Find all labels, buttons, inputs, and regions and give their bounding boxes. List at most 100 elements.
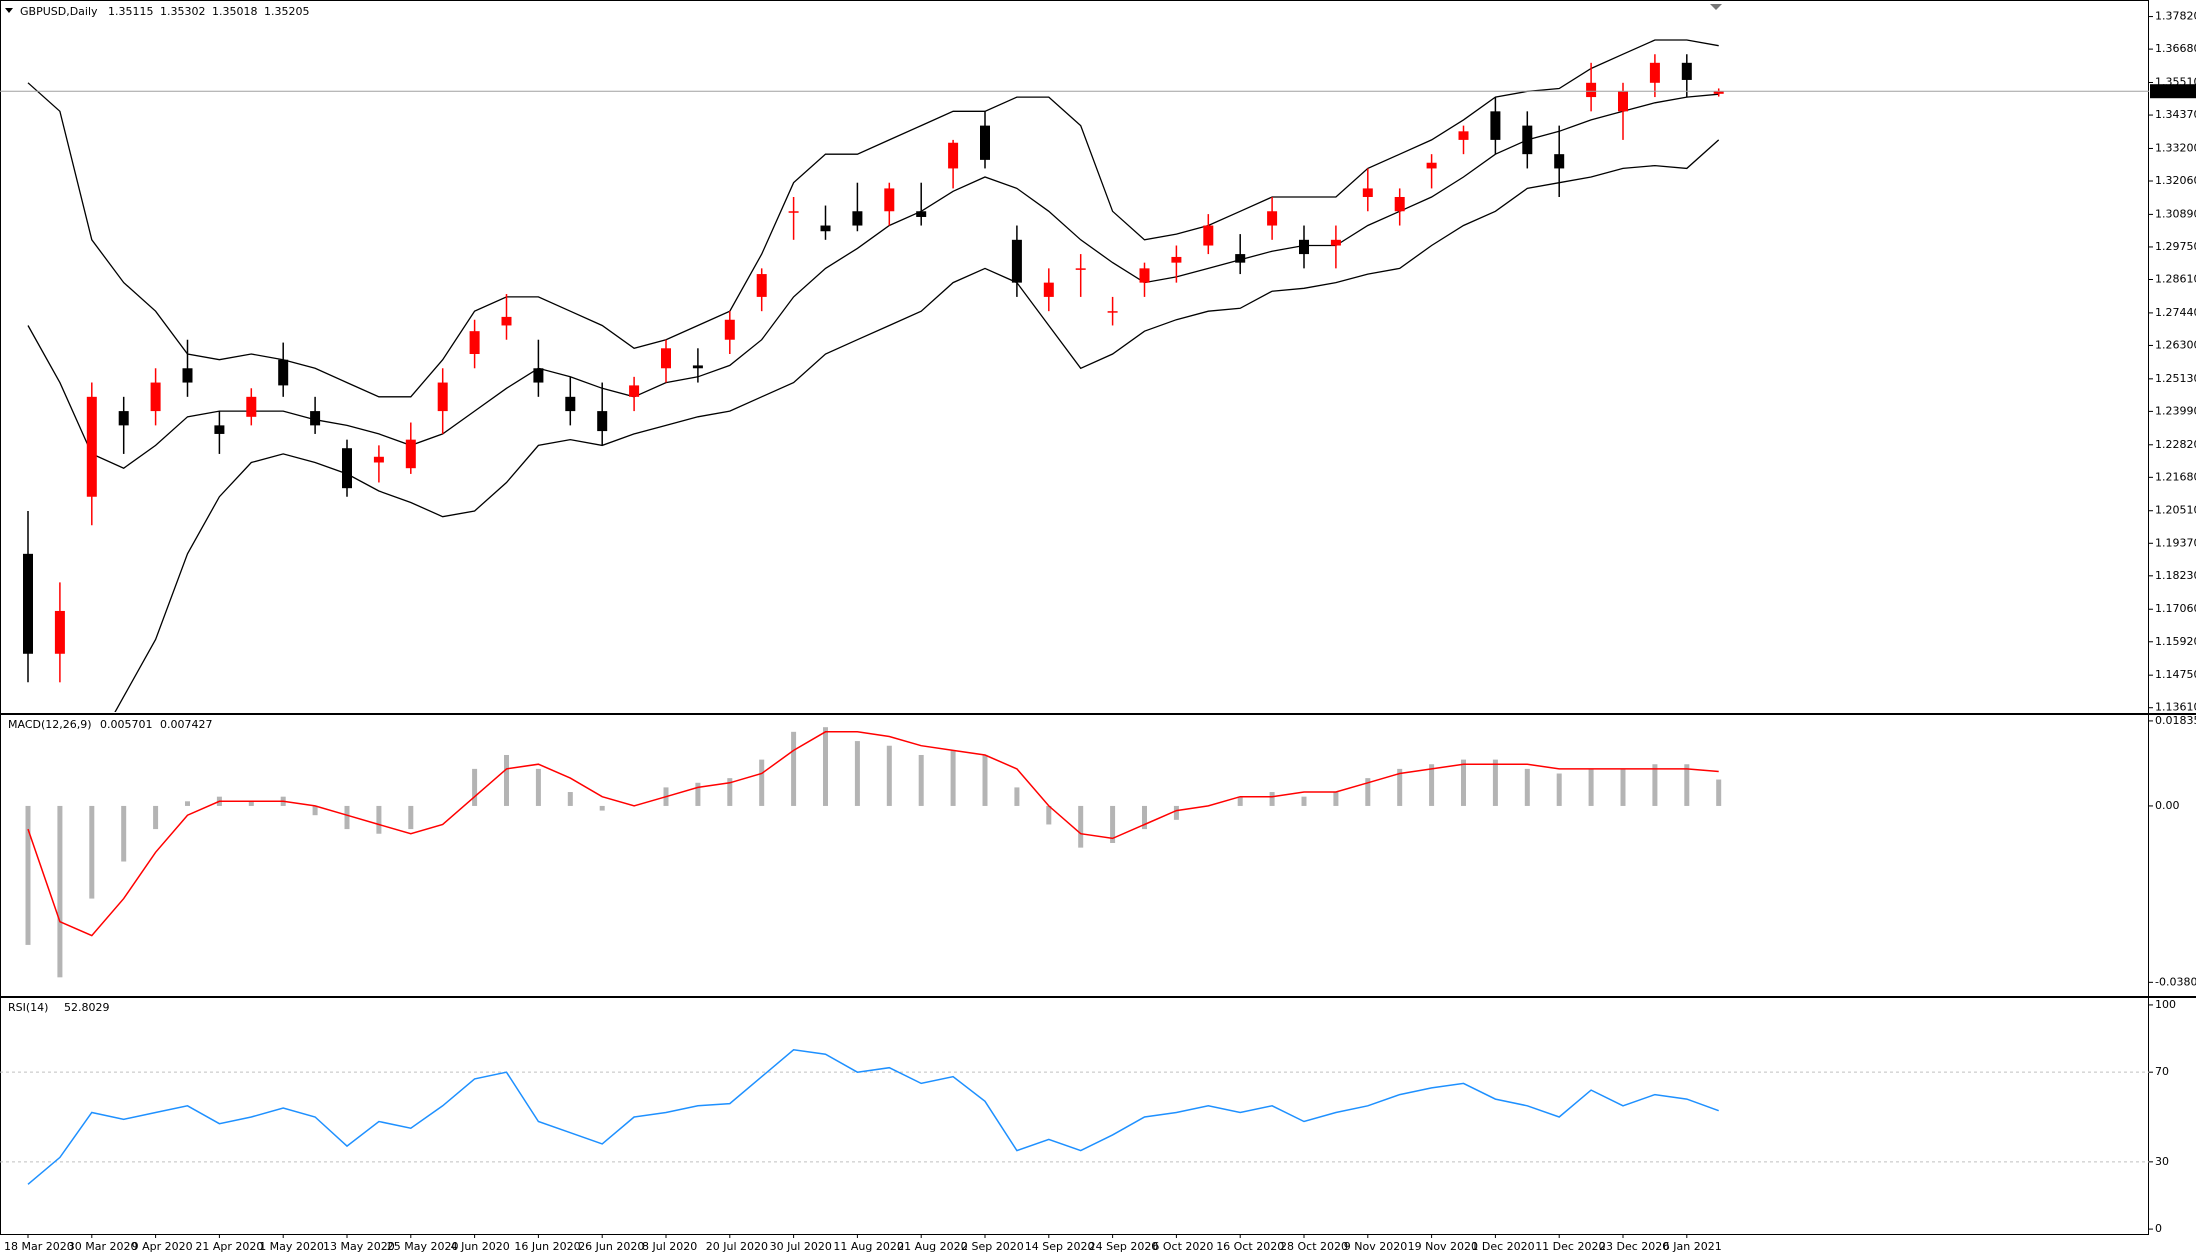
y-tick-label: 1.23990 [2155, 404, 2196, 417]
y-tick-label: 1.27440 [2155, 306, 2196, 319]
macd-bar [950, 750, 956, 806]
y-tick-label: 1.25130 [2155, 372, 2196, 385]
macd-bar [695, 782, 701, 806]
macd-value: 0.005701 [100, 718, 153, 731]
macd-bar [823, 727, 828, 806]
x-tick-label: 13 May 2020 [323, 1240, 395, 1253]
macd-bar [1173, 805, 1179, 820]
high-value: 1.35302 [160, 5, 206, 18]
candle-body [310, 411, 321, 426]
candle-body [724, 319, 735, 340]
macd-bar [759, 759, 765, 806]
candle-body [23, 553, 33, 654]
close-value: 1.35205 [264, 5, 310, 18]
macd-bar [1333, 792, 1339, 806]
candle-body [1713, 91, 1724, 94]
macd-bar [1269, 792, 1275, 806]
y-tick-label: 1.22820 [2155, 438, 2196, 451]
y-tick-label: 1.33200 [2155, 141, 2196, 154]
x-tick-label: 6 Oct 2020 [1152, 1240, 1213, 1253]
candle-body [661, 348, 671, 369]
macd-bar [1237, 796, 1243, 806]
macd-bar [1588, 768, 1594, 806]
candle-body [405, 439, 416, 469]
candle-body [54, 610, 65, 654]
symbol-title: GBPUSD,Daily [20, 5, 98, 18]
candle-body [150, 382, 161, 412]
x-tick-label: 9 Nov 2020 [1344, 1240, 1407, 1253]
macd-bar [153, 805, 159, 830]
candle-body [1330, 239, 1341, 246]
signal-line [27, 731, 1719, 937]
candle-body [342, 448, 352, 489]
candle-body [565, 396, 576, 412]
x-tick-label: 20 Jul 2020 [706, 1240, 768, 1253]
macd-bar [886, 745, 892, 806]
macd-bar [535, 768, 541, 806]
macd-bar [1078, 805, 1084, 848]
x-tick-label: 4 Jun 2020 [451, 1240, 510, 1253]
macd-bar [185, 801, 190, 806]
candle-body [852, 211, 863, 226]
macd-bar [1014, 787, 1020, 806]
y-tick-label: 1.19370 [2155, 536, 2196, 549]
macd-bar [1684, 764, 1690, 806]
candle-body [1299, 239, 1309, 255]
candle-body [756, 274, 767, 297]
pane-candlestick [23, 39, 1724, 712]
macd-bar [57, 805, 63, 978]
candle-body [533, 368, 544, 383]
y-tick-label: 1.13610 [2155, 701, 2196, 714]
x-tick-label: 30 Mar 2020 [68, 1240, 138, 1253]
rsi-title: RSI(14) [8, 1001, 48, 1014]
candle-body [1075, 268, 1086, 270]
macd-bar [727, 778, 733, 806]
y-tick-label: 1.26300 [2155, 338, 2196, 351]
bollinger-upper [27, 39, 1719, 398]
y-tick-label: 0.018355 [2155, 714, 2196, 727]
x-tick-label: 16 Jun 2020 [514, 1240, 580, 1253]
macd-bar [1365, 778, 1371, 806]
x-tick-label: 26 Jun 2020 [578, 1240, 644, 1253]
macd-title: MACD(12,26,9) [8, 718, 92, 731]
pane-line [27, 1049, 1719, 1185]
signal-value: 0.007427 [160, 718, 213, 731]
x-tick-label: 21 Aug 2020 [897, 1240, 967, 1253]
y-tick-label: 100 [2155, 998, 2176, 1011]
open-value: 1.35115 [108, 5, 154, 18]
x-tick-label: 16 Oct 2020 [1216, 1240, 1284, 1253]
candle-body [1171, 256, 1182, 263]
candle-body [278, 359, 289, 386]
y-tick-label: 1.30890 [2155, 207, 2196, 220]
macd-bar [1620, 768, 1626, 806]
candle-body [1522, 125, 1533, 155]
candle-body [86, 396, 97, 497]
macd-bar [918, 754, 924, 806]
macd-bar [1556, 773, 1562, 806]
candle-body [1490, 111, 1501, 140]
x-tick-label: 28 Oct 2020 [1280, 1240, 1348, 1253]
macd-bar [1492, 759, 1498, 806]
candle-body [1681, 62, 1692, 80]
macd-bar [1429, 764, 1435, 806]
candle-body [1554, 154, 1565, 169]
y-tick-label: 1.37820 [2155, 10, 2196, 23]
x-tick-label: 6 Jan 2021 [1663, 1240, 1722, 1253]
pane-macd [25, 727, 1722, 978]
price-tag [2150, 84, 2196, 99]
macd-bar [121, 805, 127, 862]
x-tick-label: 30 Jul 2020 [770, 1240, 832, 1253]
candle-body [948, 142, 959, 169]
macd-bar [89, 805, 95, 899]
price-tag-label: 1.35205 [2153, 84, 2196, 97]
macd-bar [1397, 768, 1403, 806]
menu-triangle[interactable] [5, 8, 13, 13]
candle-body [1426, 162, 1437, 169]
macd-bar [376, 805, 382, 834]
macd-bar [1046, 805, 1052, 825]
candle-body [820, 225, 831, 232]
macd-bar [312, 805, 318, 816]
macd-bar [472, 768, 478, 806]
x-tick-label: 21 Apr 2020 [195, 1240, 263, 1253]
